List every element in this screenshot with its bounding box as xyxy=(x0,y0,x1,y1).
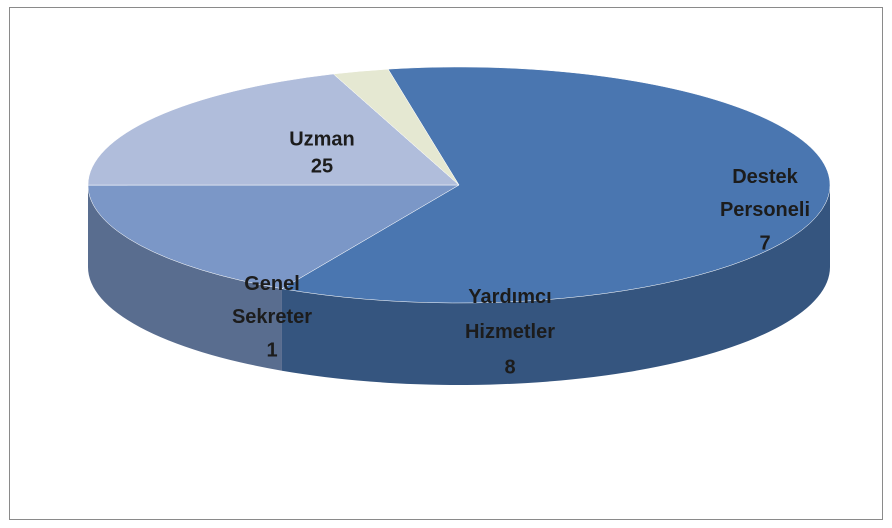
slice-label: Uzman xyxy=(289,128,355,150)
slice-label: Destek Personeli xyxy=(720,166,810,221)
data-labels: Uzman 25 Destek Personeli 7 Yardımcı Hizmetler… xyxy=(232,128,810,378)
slice-side xyxy=(281,185,830,385)
slice xyxy=(332,68,460,186)
slice-label: Yardımcı Hizmetler xyxy=(465,286,555,343)
slice-value: 7 xyxy=(759,232,770,254)
slice xyxy=(87,184,460,289)
slice-label: Genel Sekreter xyxy=(232,273,312,328)
pie-sides xyxy=(87,185,830,385)
slice-value: 1 xyxy=(266,339,277,361)
slice xyxy=(87,73,460,186)
slice-value: 25 xyxy=(311,155,333,177)
slice-value: 8 xyxy=(504,356,515,378)
slice xyxy=(281,66,831,304)
pie-tops xyxy=(87,66,831,304)
slice-side xyxy=(88,185,282,371)
